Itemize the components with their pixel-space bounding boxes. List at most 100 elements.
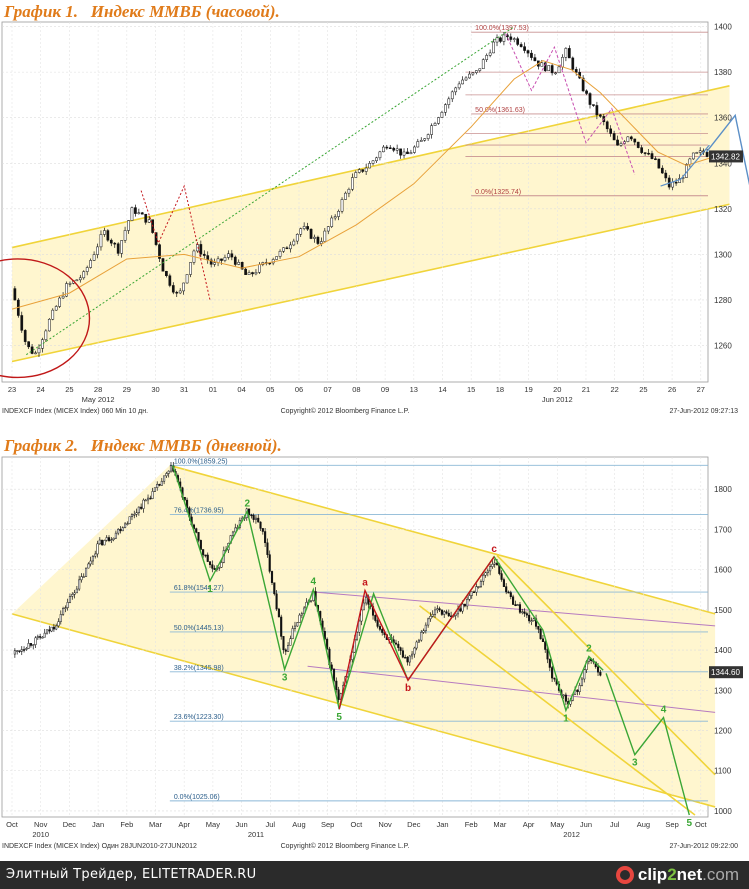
chart1-dotted-trend-green [26, 26, 515, 356]
chart2-candle-body [158, 483, 161, 486]
chart2-x-tick-label: Jul [265, 820, 275, 829]
chart2-candle-body [309, 600, 313, 602]
chart1-x-tick-label: 24 [37, 385, 45, 394]
chart2-candle-body [153, 487, 156, 492]
chart1-candle-body [550, 65, 554, 74]
chart2-timestamp-label: 27-Jun-2012 09:22:00 [670, 843, 739, 850]
chart2-candle-body [128, 516, 131, 524]
chart1-candle-body [189, 262, 192, 275]
chart1-candle-body [674, 181, 678, 184]
chart1-candle-body [199, 244, 203, 255]
chart1-candle-body [227, 253, 230, 258]
chart2-y-tick-label: 1300 [714, 686, 732, 695]
chart1-candle-body [113, 242, 117, 245]
chart1-candle-body [461, 79, 464, 85]
chart1-candle-body [619, 143, 623, 146]
chart2-candle-body [45, 629, 49, 634]
chart2-x-group-label: 2012 [563, 830, 580, 839]
chart1-fib-label: 100.0%(1397.53) [475, 25, 529, 32]
chart2-wave-label: 4 [661, 705, 667, 716]
chart2-candle-body [332, 669, 336, 682]
chart2-candle-body [208, 561, 212, 565]
chart2-candle-body [234, 527, 237, 533]
chart1-candle-body [450, 91, 454, 100]
chart1-candle-body [251, 272, 254, 275]
chart2-candle-body [484, 572, 487, 576]
chart2-candle-body [66, 602, 69, 608]
chart2-trend-line-purple [310, 591, 716, 627]
chart1-candle-body [444, 104, 447, 113]
chart2-candle-body [505, 586, 508, 593]
chart2-candle-body [468, 595, 471, 600]
chart2-candle-body [195, 528, 198, 533]
chart1-candle-body [557, 66, 561, 74]
chart1-candle-body [481, 59, 485, 69]
chart2-candle-body [438, 608, 441, 611]
chart2-candle-body [57, 621, 60, 627]
chart2-candle-body [401, 650, 404, 658]
chart1-candle-body [306, 226, 309, 230]
chart1-candle-body [109, 239, 113, 244]
chart1-candle-body [588, 93, 592, 105]
chart2-candle-body [433, 609, 437, 615]
chart2-x-tick-label: Apr [523, 820, 535, 829]
chart2-candle-body [284, 649, 287, 652]
chart2-y-tick-label: 1600 [714, 566, 732, 575]
chart2-candle-body [202, 549, 205, 556]
chart2-candle-body [50, 626, 53, 632]
chart2-x-tick-label: Dec [407, 820, 421, 829]
chart2-y-tick-label: 1100 [714, 767, 732, 776]
chart1-candle-body [688, 158, 692, 165]
chart2-x-tick-label: Nov [34, 820, 48, 829]
chart1-candle-body [120, 240, 123, 254]
chart2-candle-body [149, 497, 152, 500]
chart2-candle-body [489, 566, 492, 572]
chart1-candle-body [65, 283, 68, 297]
chart2-x-tick-label: Jan [92, 820, 104, 829]
chart1-candle-body [123, 230, 127, 241]
chart1-channel-lower [11, 203, 730, 363]
chart1-candle-body [471, 72, 475, 75]
chart1-candle-body [313, 236, 316, 239]
chart1-candle-body [344, 192, 347, 200]
chart1-x-tick-label: 29 [123, 385, 131, 394]
chart2-candle-body [509, 592, 512, 597]
chart2-channel-lower [11, 613, 716, 808]
chart1-y-tick-label: 1400 [714, 23, 732, 32]
chart2-candle-body [486, 570, 489, 573]
chart2-candle-body [413, 647, 416, 655]
chart1-candle-body [247, 272, 251, 275]
chart1-candle-body [230, 253, 234, 258]
chart1-candle-body [519, 44, 523, 47]
chart1-candle-body [285, 247, 289, 250]
chart2-candle-body [287, 645, 290, 652]
chart2-elliott-waves [172, 465, 604, 713]
chart2-current-value-label: 1344.60 [711, 668, 740, 677]
chart2-candle-body [82, 576, 85, 578]
clip2net-logo[interactable]: clip2net.com [615, 864, 739, 886]
chart1-candle-body [468, 73, 471, 79]
chart2-candle-body [358, 620, 361, 633]
chart1-candle-body [478, 68, 482, 71]
chart2-candle-body [411, 653, 414, 657]
chart1-x-tick-label: 01 [209, 385, 217, 394]
chart2-candle-body [156, 483, 159, 488]
chart1-candle-body [512, 38, 516, 40]
chart1-candle-body [289, 244, 292, 250]
chart2-candle-body [470, 591, 473, 596]
chart1-candle-body [426, 134, 430, 139]
chart1-candle-body [140, 212, 144, 215]
chart2-candle-body [98, 539, 101, 545]
chart2-candle-body [599, 671, 602, 676]
chart1-candle-body [144, 213, 148, 223]
chart1-candle-body [509, 36, 513, 40]
chart1-moving-average [11, 60, 716, 310]
chart1-candle-body [99, 234, 103, 248]
chart1-candle-body [650, 153, 654, 159]
chart1-candle-body [660, 167, 664, 174]
chart1-candle-body [134, 207, 137, 214]
chart1-x-tick-label: 22 [611, 385, 619, 394]
chart1-candle-body [337, 210, 340, 217]
chart2-title: График 2. Индекс ММВБ (дневной). [4, 436, 282, 455]
chart2-candle-body [140, 506, 143, 509]
